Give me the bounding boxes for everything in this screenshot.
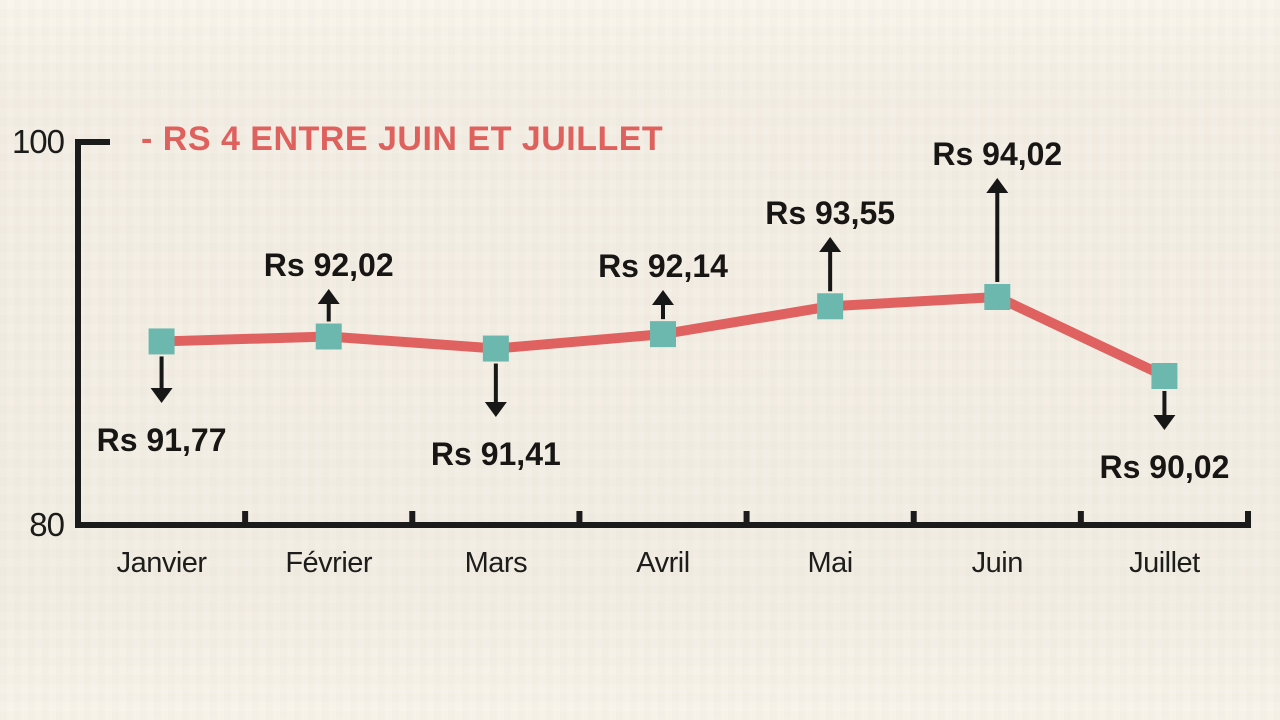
data-point-marker <box>315 323 342 350</box>
data-point-label: Rs 92,02 <box>263 247 394 283</box>
data-point-label: Rs 92,14 <box>598 248 728 284</box>
data-point-marker <box>817 293 844 320</box>
x-axis-label-3: Mars <box>464 547 528 579</box>
data-point-label: Rs 91,41 <box>430 436 561 472</box>
arrow-up-icon <box>986 178 1009 282</box>
x-axis-label-6: Juin <box>971 547 1024 579</box>
x-axis-label-1: Janvier <box>116 547 208 579</box>
data-point-marker <box>148 328 175 355</box>
arrow-down-icon <box>1153 391 1176 430</box>
chart-title: - RS 4 ENTRE JUIN ET JUILLET <box>141 120 664 158</box>
arrow-up-icon <box>652 290 674 320</box>
data-point-label: Rs 94,02 <box>932 136 1063 172</box>
data-point-label: Rs 93,55 <box>765 195 896 231</box>
y-axis-tick-label-80: 80 <box>29 506 65 543</box>
arrow-up-icon <box>819 237 842 292</box>
data-point-marker <box>482 335 509 362</box>
axis-lines <box>75 139 1251 528</box>
x-axis-label-4: Avril <box>636 547 690 579</box>
x-axis-label-7: Juillet <box>1129 547 1200 579</box>
y-axis-tick-label-100: 100 <box>11 123 65 160</box>
x-axis-label-5: Mai <box>807 547 854 579</box>
x-axis-labels: Janvier Février Mars Avril Mai Juin Juillet <box>78 547 1248 580</box>
x-axis-label-2: Février <box>285 547 373 579</box>
arrow-down-icon <box>150 356 173 403</box>
data-point-label: Rs 91,77 <box>96 422 227 458</box>
data-point-marker <box>650 321 676 348</box>
arrow-down-icon <box>484 363 507 417</box>
data-point-marker <box>984 284 1011 310</box>
arrow-up-icon <box>317 289 340 322</box>
data-point-label: Rs 90,02 <box>1099 449 1230 485</box>
data-point-marker <box>1151 363 1178 389</box>
